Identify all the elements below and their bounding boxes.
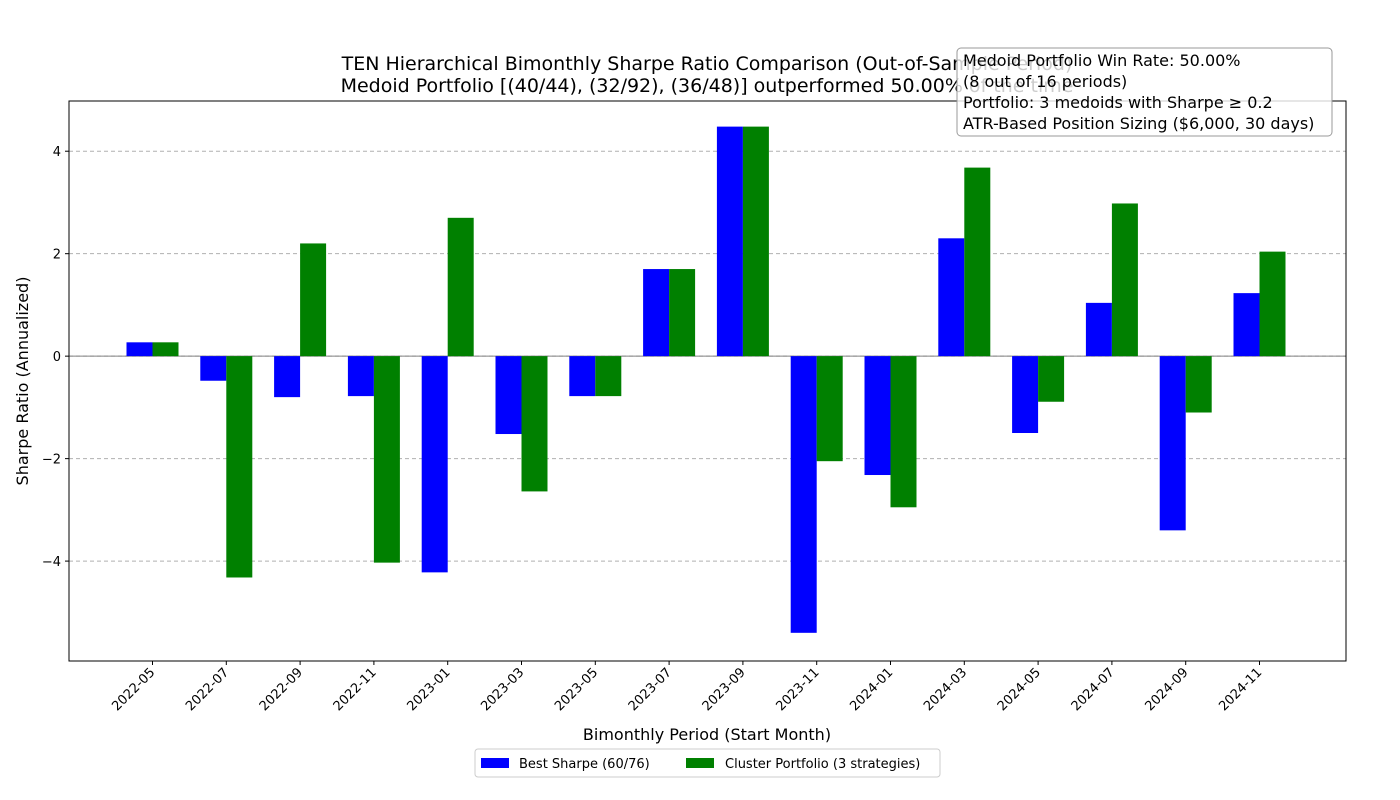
bar-cluster-portfolio-2023-11	[816, 356, 843, 462]
x-tick-label-2024-05: 2024-05	[995, 665, 1044, 714]
bar-best-sharpe-2023-09	[716, 126, 743, 357]
y-tick-label: 0	[53, 350, 61, 365]
bar-best-sharpe-2023-01	[421, 356, 448, 573]
bar-cluster-portfolio-2023-07	[669, 269, 696, 357]
y-axis-label: Sharpe Ratio (Annualized)	[13, 277, 32, 486]
bar-cluster-portfolio-2024-05	[1038, 356, 1065, 402]
bar-cluster-portfolio-2024-07	[1111, 203, 1138, 357]
x-tick-label-2023-07: 2023-07	[626, 665, 675, 714]
x-tick-label-2023-03: 2023-03	[478, 665, 527, 714]
x-tick-label-2022-11: 2022-11	[331, 665, 380, 714]
bar-best-sharpe-2024-07	[1085, 302, 1112, 357]
x-axis-label: Bimonthly Period (Start Month)	[583, 725, 831, 744]
bar-best-sharpe-2023-05	[569, 356, 596, 397]
bar-cluster-portfolio-2022-05	[152, 342, 179, 357]
bar-cluster-portfolio-2022-07	[226, 356, 253, 578]
x-tick-label-2024-03: 2024-03	[921, 665, 970, 714]
annotation-box: Medoid Portfolio Win Rate: 50.00% (8 out…	[956, 47, 1333, 137]
bar-best-sharpe-2024-09	[1159, 356, 1186, 531]
chart-title-line2: Medoid Portfolio [(40/44), (32/92), (36/…	[341, 75, 1074, 97]
bars	[126, 126, 1286, 633]
x-tick-label-2024-01: 2024-01	[847, 665, 896, 714]
annotation-line-3: Portfolio: 3 medoids with Sharpe ≥ 0.2	[963, 93, 1273, 112]
x-tick-label-2023-11: 2023-11	[774, 665, 823, 714]
bar-best-sharpe-2023-11	[790, 356, 817, 633]
y-tick-label: 2	[53, 248, 61, 263]
bar-best-sharpe-2022-07	[200, 356, 227, 381]
x-tick-label-2022-07: 2022-07	[183, 665, 232, 714]
legend-swatch-cluster-portfolio	[686, 758, 714, 768]
x-tick-label-2023-05: 2023-05	[552, 665, 601, 714]
y-tick-label: 4	[53, 145, 61, 160]
bar-cluster-portfolio-2023-03	[521, 356, 548, 492]
chart-title-line1: TEN Hierarchical Bimonthly Sharpe Ratio …	[341, 53, 1073, 75]
annotation-line-4: ATR-Based Position Sizing ($6,000, 30 da…	[963, 114, 1314, 133]
bar-cluster-portfolio-2024-03	[964, 167, 991, 357]
legend-swatch-best-sharpe	[481, 758, 509, 768]
plot-frame	[68, 100, 1347, 662]
y-axis-ticks: −4 −2 0 2 4	[42, 145, 69, 570]
bar-cluster-portfolio-2023-09	[742, 126, 769, 357]
bar-cluster-portfolio-2024-11	[1259, 251, 1286, 357]
annotation-box-frame	[956, 47, 1333, 137]
legend-label-best-sharpe: Best Sharpe (60/76)	[519, 757, 650, 772]
annotation-line-1: Medoid Portfolio Win Rate: 50.00%	[963, 51, 1241, 70]
x-tick-label-2022-09: 2022-09	[257, 665, 306, 714]
bar-cluster-portfolio-2023-05	[595, 356, 622, 397]
bar-cluster-portfolio-2022-09	[300, 243, 327, 357]
y-tick-label: −4	[42, 555, 61, 570]
x-tick-label-2024-09: 2024-09	[1143, 665, 1192, 714]
bar-best-sharpe-2022-09	[274, 356, 301, 398]
bar-cluster-portfolio-2024-01	[890, 356, 917, 508]
bar-cluster-portfolio-2022-11	[373, 356, 400, 563]
bar-cluster-portfolio-2024-09	[1185, 356, 1212, 413]
x-tick-label-2024-07: 2024-07	[1069, 665, 1118, 714]
bar-best-sharpe-2022-11	[347, 356, 374, 397]
y-tick-label: −2	[42, 453, 61, 468]
x-tick-label-2023-01: 2023-01	[405, 665, 454, 714]
bar-cluster-portfolio-2023-01	[447, 217, 474, 357]
bar-best-sharpe-2024-11	[1233, 293, 1260, 357]
x-tick-label-2024-11: 2024-11	[1216, 665, 1265, 714]
legend-label-cluster-portfolio: Cluster Portfolio (3 strategies)	[725, 757, 920, 772]
bar-best-sharpe-2024-05	[1012, 356, 1039, 434]
x-axis-ticks: 2022-05 2022-07 2022-09 2022-11 2023-01 2023-…	[109, 661, 1265, 714]
x-tick-label-2023-09: 2023-09	[700, 665, 749, 714]
bar-best-sharpe-2024-03	[938, 238, 965, 357]
legend: Best Sharpe (60/76) Cluster Portfolio (3…	[474, 748, 941, 778]
bar-best-sharpe-2023-07	[643, 269, 670, 357]
annotation-line-2: (8 out of 16 periods)	[963, 72, 1127, 91]
x-tick-label-2022-05: 2022-05	[109, 665, 158, 714]
bar-best-sharpe-2024-01	[864, 356, 891, 476]
bar-best-sharpe-2022-05	[126, 342, 153, 357]
bar-best-sharpe-2023-03	[495, 356, 522, 435]
